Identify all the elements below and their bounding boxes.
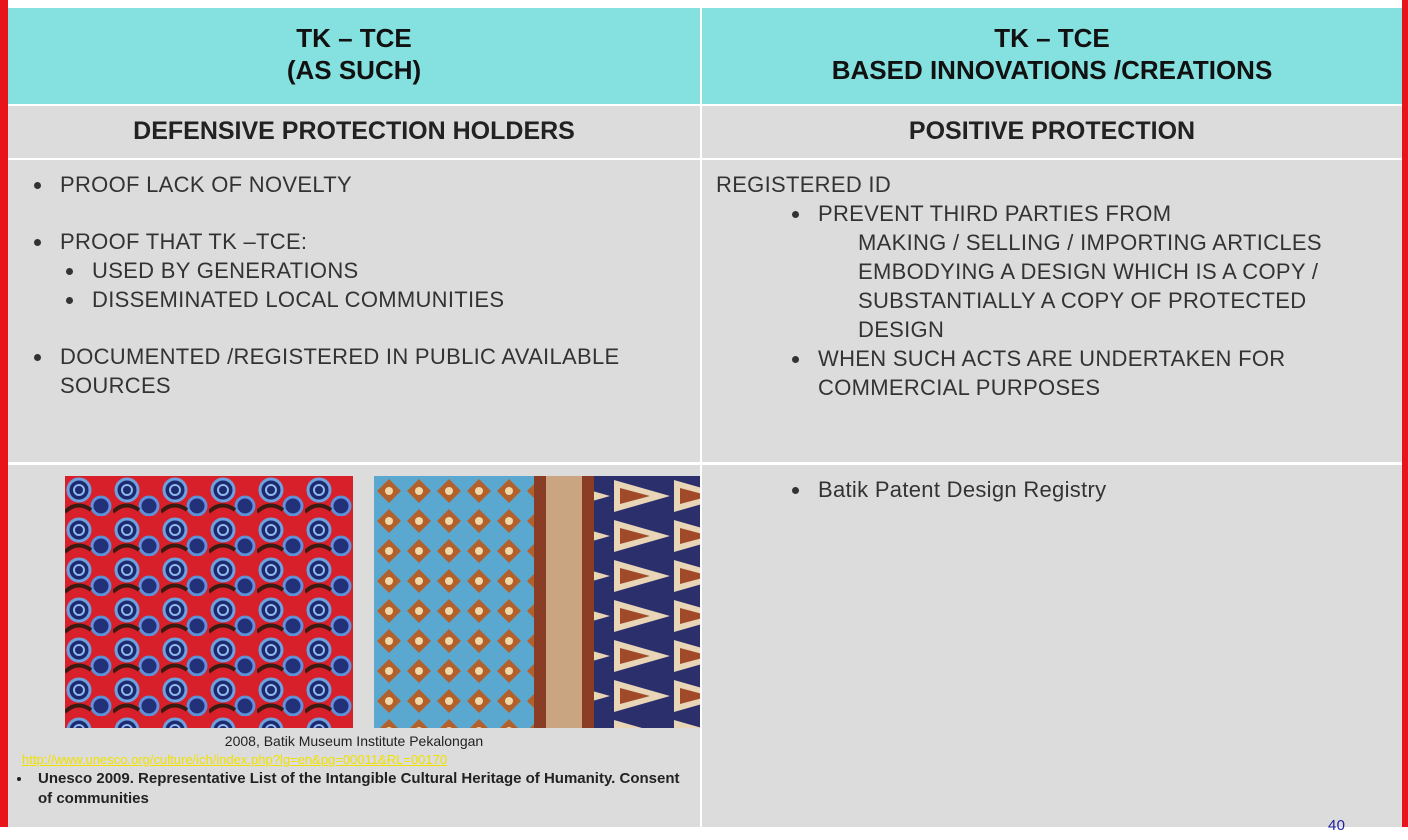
header-right: TK – TCE BASED INNOVATIONS /CREATIONS [702,8,1402,104]
right-border [1402,0,1408,827]
left-body: PROOF LACK OF NOVELTY PROOF THAT TK –TCE… [8,160,700,462]
note: Unesco 2009. Representative List of the … [32,769,692,809]
header-line: TK – TCE [994,23,1110,53]
bullet: Batik Patent Design Registry [812,475,1382,504]
subheader-left: DEFENSIVE PROTECTION HOLDERS [8,106,700,158]
right-bottom: Batik Patent Design Registry 40 [702,465,1402,834]
bullet: PREVENT THIRD PARTIES FROM MAKING / SELL… [812,199,1382,344]
subheader-right: POSITIVE PROTECTION [702,106,1402,158]
bullet: PROOF LACK OF NOVELTY [54,170,680,199]
left-border [0,0,8,827]
link[interactable]: http://www.unesco.org/culture/ich/index.… [22,752,448,767]
sub-bullet: USED BY GENERATIONS [86,256,680,285]
header-left: TK – TCE (AS SUCH) [8,8,700,104]
caption: 2008, Batik Museum Institute Pekalongan [224,733,484,749]
bullet: PROOF THAT TK –TCE: USED BY GENERATIONS … [54,227,680,314]
bullet: WHEN SUCH ACTS ARE UNDERTAKEN FOR COMMER… [812,344,1338,402]
batik-image-1 [65,476,353,728]
page-number: 40 [1328,817,1346,834]
right-body: REGISTERED ID PREVENT THIRD PARTIES FROM… [702,160,1402,462]
intro: REGISTERED ID [716,172,892,197]
left-bottom: 2008, Batik Museum Institute Pekalongan … [8,465,700,827]
bullet: DOCUMENTED /REGISTERED IN PUBLIC AVAILAB… [54,342,660,400]
note-list: Unesco 2009. Representative List of the … [12,769,692,809]
sub-bullet: DISSEMINATED LOCAL COMMUNITIES [86,285,680,314]
header-line: (AS SUCH) [286,55,422,85]
bullet-continuation: MAKING / SELLING / IMPORTING ARTICLES EM… [858,230,1322,342]
bullet-text: PREVENT THIRD PARTIES FROM [818,201,1172,226]
header-line: BASED INNOVATIONS /CREATIONS [831,55,1273,85]
batik-image-2 [374,476,700,728]
bullet-text: PROOF THAT TK –TCE: [60,229,308,254]
header-line: TK – TCE [296,23,412,53]
